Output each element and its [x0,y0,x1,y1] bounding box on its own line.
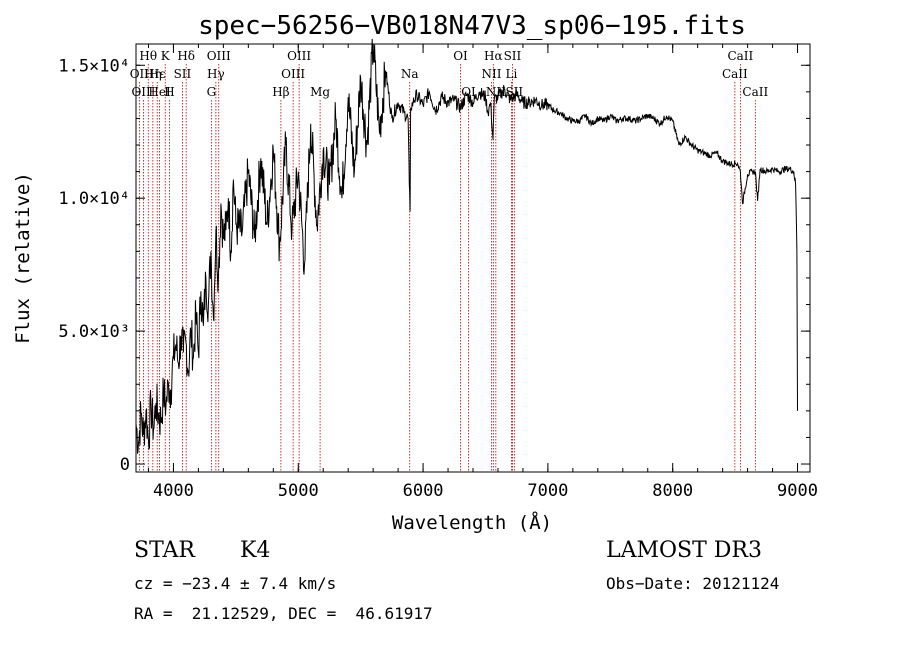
plot-frame [135,43,811,473]
x-tick-label: 5000 [278,481,319,501]
spectral-line-label: OII [130,67,150,81]
spectral-line-label: OIII [207,49,231,63]
spectrum-line [135,38,798,454]
spectral-line-label: OIII [131,85,155,99]
y-tick-label: 1.0×10⁴ [58,189,130,209]
spectral-line-label: OIII [287,49,311,63]
spectral-line-label: CaII [742,85,768,99]
chart-title: spec−56256−VB018N47V3_sp06−195.fits [198,11,746,41]
spectral-line-label: Hγ [207,67,225,81]
x-tick-label: 6000 [403,481,444,501]
spectral-line-label: CaII [722,67,748,81]
spectral-line-label: Hη [144,67,162,81]
x-tick-label: 9000 [777,481,818,501]
spectral-line-label: Hδ [177,49,195,63]
spectral-line-label: Hε [149,67,166,81]
spectral-line-label: HeI [148,85,171,99]
x-axis: 4000 5000 6000 7000 8000 9000 [147,44,818,501]
spectral-line-label: NII [481,67,501,81]
spectral-line-label: H [164,85,174,99]
y-axis-label: Flux (relative) [12,172,34,344]
spectral-line-label: K [161,49,171,63]
spectral-line-label: Hα [484,49,503,63]
coordinates: RA = 21.12529, DEC = 46.61917 [134,604,433,623]
y-tick-label: 1.5×10⁴ [58,56,130,76]
object-class: STAR [134,538,195,563]
spectral-line-label: Na [401,67,419,81]
spectrum-chart: spec−56256−VB018N47V3_sp06−195.fits Hθ OI… [12,11,818,534]
y-tick-label: 0 [120,455,130,475]
spectral-line-label: OI [453,49,468,63]
x-tick-label: 8000 [652,481,693,501]
redshift-value: cz = −23.4 ± 7.4 km/s [134,574,337,593]
y-tick-label: 5.0×10³ [58,322,130,342]
x-tick-label: 4000 [153,481,194,501]
spectral-line-label: SII [504,49,522,63]
object-subclass: K4 [240,538,271,563]
spectral-line-label: Li [506,67,518,81]
spectral-line-label: Hβ [272,85,289,99]
x-tick-label: 7000 [527,481,568,501]
spectral-line-label: OIII [281,67,305,81]
observation-date: Obs−Date: 20121124 [606,574,780,593]
spectral-line-label: G [207,85,217,99]
spectral-line-label: SII [174,67,192,81]
x-axis-label: Wavelength (Å) [392,511,552,534]
spectral-line-label: Mg [310,85,330,99]
survey-name: LAMOST DR3 [606,538,762,563]
spectral-line-label: CaII [727,49,753,63]
y-axis: 0 5.0×10³ 1.0×10⁴ 1.5×10⁴ [58,56,810,475]
spectral-line-label: Hθ [139,49,157,63]
